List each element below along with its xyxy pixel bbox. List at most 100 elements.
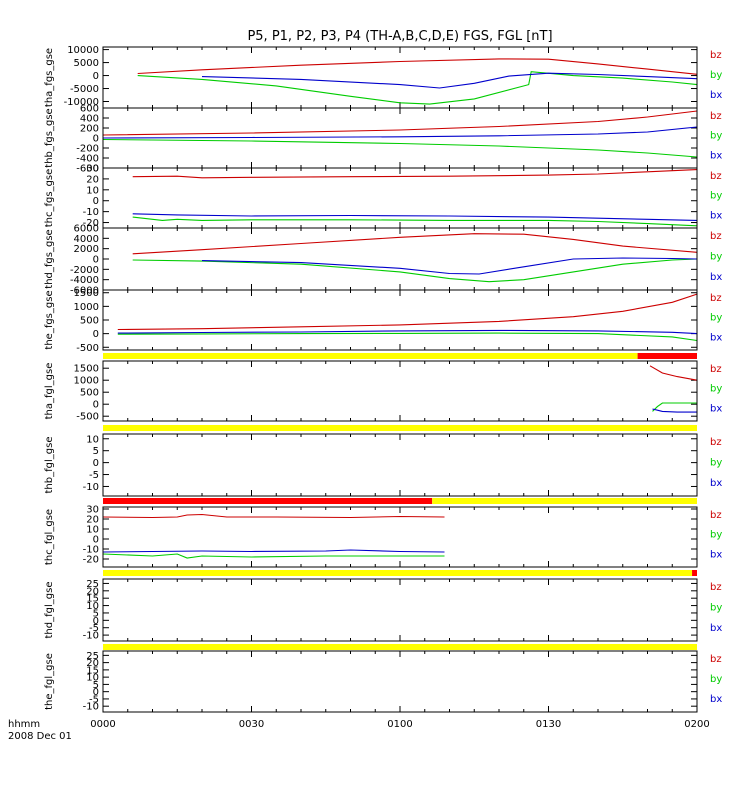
panel-the_fgs_gse: 1500 1000 500 0 -500 the_fgs_gse bz by bx (44, 288, 722, 354)
y-tick-label: 1000 (74, 302, 99, 313)
flag-segment-yellow (103, 425, 697, 431)
flag-segment-red (103, 498, 433, 504)
flag-segment-yellow (103, 644, 697, 650)
y-axis-label: tha_fgl_gse (44, 363, 55, 420)
series-line-bx (117, 329, 698, 335)
series-line-bx (652, 408, 697, 413)
status-flag-bar (103, 644, 697, 650)
series-line-by (102, 138, 698, 158)
legend: bz by bx (710, 50, 722, 101)
flag-segment-red (692, 570, 697, 576)
y-tick-label: 5000 (74, 58, 99, 69)
y-tick-label: 0 (93, 255, 99, 266)
y-tick-label: -5 (89, 694, 99, 705)
axis-unit-label: hhmm (8, 719, 40, 730)
y-tick-label: 20 (86, 586, 99, 597)
y-tick-label: 10 (86, 525, 99, 536)
y-axis-label: thc_fgl_gse (44, 509, 55, 565)
y-axis-label: thb_fgs_gse (44, 108, 55, 167)
y-tick-label: 15 (86, 665, 99, 676)
legend-entry-bz: bz (710, 111, 722, 122)
y-axis-label: thb_fgl_gse (44, 437, 55, 494)
legend-entry-by: by (710, 384, 722, 395)
legend-entry-bx: bx (710, 549, 722, 560)
flag-segment-red (637, 353, 697, 359)
y-tick-label: 0 (93, 687, 99, 698)
panel-frame (102, 506, 698, 568)
legend-entry-bx: bx (710, 210, 722, 221)
figure-title: P5, P1, P2, P3, P4 (TH-A,B,C,D,E) FGS, F… (247, 29, 552, 44)
y-tick-label: 500 (80, 316, 99, 327)
legend-entry-bx: bx (710, 478, 722, 489)
legend-entry-bz: bz (710, 50, 722, 61)
y-tick-label: 400 (80, 114, 99, 125)
legend-entry-bx: bx (710, 332, 722, 343)
series-line-by (137, 71, 698, 105)
y-tick-label: -200 (76, 144, 99, 155)
y-tick-label: 10 (86, 601, 99, 612)
y-tick-label: -5 (89, 470, 99, 481)
y-tick-label: -10000 (64, 97, 99, 108)
legend: bz by bx (710, 231, 722, 283)
legend-entry-bz: bz (710, 654, 722, 665)
y-tick-label: 15 (86, 594, 99, 605)
series-line-bz (117, 293, 698, 331)
legend-entry-by: by (710, 603, 722, 614)
series-line-by (132, 216, 698, 227)
legend-entry-bz: bz (710, 364, 722, 375)
y-tick-label: -6000 (70, 286, 99, 297)
y-axis-label: thc_fgs_gse (44, 169, 55, 228)
legend-entry-by: by (710, 70, 722, 81)
legend: bz by bx (710, 364, 722, 415)
legend-entry-by: by (710, 191, 722, 202)
legend-entry-bz: bz (710, 293, 722, 304)
flag-segment-yellow (432, 498, 697, 504)
series-line-bz (132, 169, 698, 179)
legend-entry-bx: bx (710, 150, 722, 161)
time-axis: 0000 0030 0100 0130 0200 (90, 719, 709, 730)
y-tick-label: 10 (86, 434, 99, 445)
legend-entry-by: by (710, 313, 722, 324)
y-tick-label: 0 (93, 71, 99, 82)
legend: bz by bx (710, 510, 722, 561)
y-tick-label: -5 (89, 623, 99, 634)
y-tick-label: 1500 (74, 288, 99, 299)
y-tick-label: 0 (93, 196, 99, 207)
y-tick-label: 1000 (74, 376, 99, 387)
legend: bz by bx (710, 654, 722, 705)
series-line-bz (137, 58, 698, 75)
legend: bz by bx (710, 293, 722, 344)
series-line-by (102, 553, 445, 559)
legend-entry-bx: bx (710, 403, 722, 414)
flag-segment-yellow (103, 353, 638, 359)
y-tick-label: -10 (83, 482, 99, 493)
legend-entry-bx: bx (710, 272, 722, 283)
y-tick-label: 0 (93, 134, 99, 145)
y-tick-label: 500 (80, 388, 99, 399)
series-line-bz (132, 233, 698, 255)
y-tick-label: 0 (93, 535, 99, 546)
x-tick-label: 0130 (536, 719, 561, 730)
series-line-bx (201, 257, 698, 275)
legend-entry-by: by (710, 131, 722, 142)
x-tick-label: 0200 (684, 719, 709, 730)
x-tick-label: 0100 (387, 719, 412, 730)
y-tick-label: -500 (76, 412, 99, 423)
y-tick-label: 30 (86, 164, 99, 175)
y-tick-label: 25 (86, 579, 99, 590)
legend-entry-bz: bz (710, 582, 722, 593)
legend: bz by bx (710, 111, 722, 162)
series-line-bx (102, 549, 445, 553)
status-flag-bar (103, 498, 697, 504)
y-tick-label: -10 (83, 631, 99, 642)
y-tick-label: 1500 (74, 364, 99, 375)
panel-tha_fgs_gse: 10000 5000 0 -5000 -10000 tha_fgs_gse bz by bx (44, 45, 722, 109)
series-line-by (132, 258, 698, 283)
y-axis-label: thd_fgl_gse (44, 582, 55, 639)
y-axis-label: the_fgl_gse (44, 653, 55, 710)
y-tick-label: -5000 (70, 84, 99, 95)
status-flag-bar (103, 425, 697, 431)
